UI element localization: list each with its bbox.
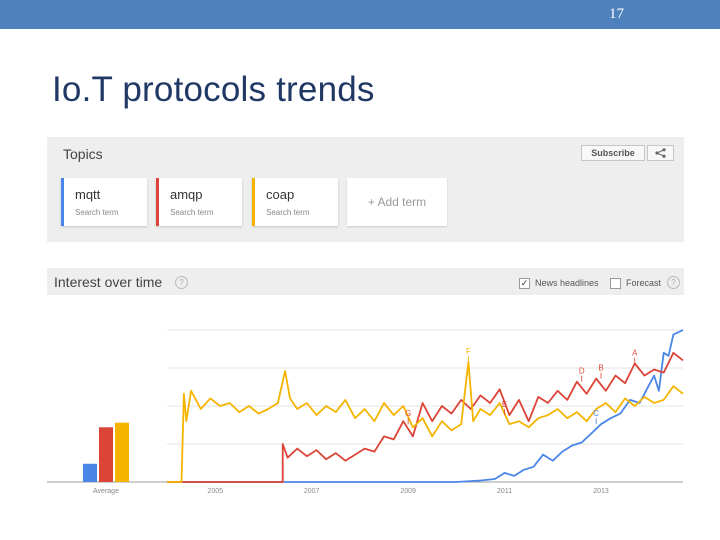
share-button[interactable]	[647, 145, 674, 161]
interest-header: Interest over time ? ✓ News headlines Fo…	[47, 268, 684, 295]
x-tick-label: 2007	[304, 488, 320, 495]
annotation-label-B: B	[598, 364, 603, 373]
series-line-mqtt	[167, 329, 684, 483]
average-bar-amqp	[99, 427, 113, 482]
help-icon[interactable]: ?	[175, 276, 188, 289]
term-name: coap	[266, 187, 295, 202]
topics-title: Topics	[63, 146, 103, 162]
topics-panel: Topics Subscribe mqtt Search term amqp S…	[47, 137, 684, 242]
interest-chart: Average 2005 2007 2009 2011 2013 A B C D E F G	[47, 329, 684, 495]
term-color-bar	[61, 178, 64, 226]
x-tick-label: 2009	[400, 488, 416, 495]
share-icon	[655, 148, 666, 158]
term-name: amqp	[170, 187, 203, 202]
forecast-checkbox[interactable]	[610, 278, 621, 289]
x-tick-label: 2005	[207, 488, 223, 495]
subscribe-button[interactable]: Subscribe	[581, 145, 645, 161]
term-sub: Search term	[266, 208, 310, 217]
annotation-label-F: F	[466, 347, 471, 356]
term-sub: Search term	[75, 208, 119, 217]
interest-title: Interest over time	[54, 274, 163, 290]
news-headlines-checkbox[interactable]: ✓	[519, 278, 530, 289]
annotation-label-C: C	[593, 409, 599, 418]
annotation-label-A: A	[632, 348, 638, 357]
average-label: Average	[93, 488, 119, 495]
term-card-amqp[interactable]: amqp Search term	[156, 178, 242, 226]
add-term-button[interactable]: + Add term	[347, 178, 447, 226]
annotation-label-G: G	[405, 409, 411, 418]
slide-header-bar: 17	[0, 0, 720, 29]
term-color-bar	[252, 178, 255, 226]
x-tick-label: 2011	[497, 488, 512, 495]
average-bar-mqtt	[83, 463, 97, 482]
term-card-coap[interactable]: coap Search term	[252, 178, 338, 226]
series-line-coap	[167, 361, 684, 483]
series-line-amqp	[167, 351, 684, 483]
term-card-mqtt[interactable]: mqtt Search term	[61, 178, 147, 226]
forecast-label: Forecast	[626, 278, 662, 288]
slide-number: 17	[609, 6, 624, 22]
page-title: Io.T protocols trends	[52, 70, 375, 109]
term-color-bar	[156, 178, 159, 226]
annotation-label-E: E	[502, 400, 507, 409]
term-sub: Search term	[170, 208, 214, 217]
average-bar-coap	[115, 422, 129, 482]
help-icon-forecast[interactable]: ?	[667, 276, 680, 289]
news-headlines-label: News headlines	[535, 278, 599, 288]
annotation-label-D: D	[579, 367, 585, 376]
x-tick-label: 2013	[593, 488, 609, 495]
term-name: mqtt	[75, 187, 101, 202]
